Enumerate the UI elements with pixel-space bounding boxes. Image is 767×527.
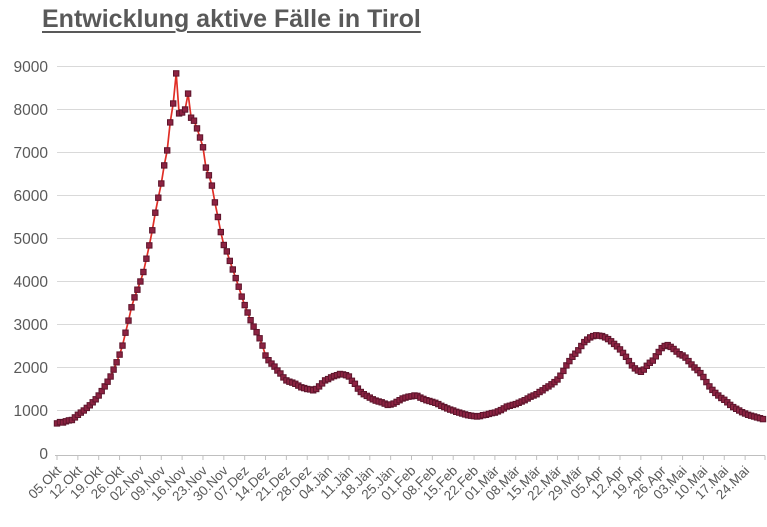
data-point-marker (170, 100, 177, 107)
series-line (56, 72, 764, 425)
data-point-marker (181, 106, 189, 113)
data-point-marker (119, 342, 126, 349)
data-point-marker (116, 351, 123, 358)
data-point-marker (247, 317, 254, 324)
data-point-marker (220, 241, 228, 249)
data-point-marker (173, 70, 180, 77)
y-axis-label: 8000 (14, 102, 49, 119)
series-markers (53, 70, 767, 427)
data-point-marker (196, 134, 204, 141)
y-axis-labels: 0 1000 2000 3000 4000 5000 6000 7000 8000 9000 (14, 59, 49, 463)
data-point-marker (164, 147, 171, 154)
data-point-marker (140, 268, 147, 276)
data-point-marker (149, 227, 156, 234)
y-axis-label: 7000 (14, 145, 49, 162)
data-point-marker (223, 248, 231, 255)
data-point-marker (241, 301, 248, 309)
data-point-marker (122, 329, 129, 336)
data-point-marker (131, 294, 138, 301)
y-axis-label: 4000 (14, 274, 49, 291)
data-point-marker (211, 199, 219, 206)
chart-title: Entwicklung aktive Fälle in Tirol (42, 5, 421, 33)
data-point-marker (256, 335, 263, 342)
x-axis (55, 455, 766, 460)
data-point-marker (759, 415, 767, 423)
data-point-marker (202, 164, 210, 171)
data-point-marker (226, 257, 234, 265)
data-point-marker (193, 125, 201, 132)
y-axis-label: 6000 (14, 188, 49, 205)
data-point-marker (110, 366, 117, 373)
data-point-marker (253, 329, 260, 336)
data-point-marker (190, 117, 198, 124)
y-axis-label: 2000 (14, 360, 49, 377)
data-point-marker (152, 209, 159, 216)
data-point-marker (199, 144, 207, 151)
data-point-marker (137, 278, 144, 285)
y-axis-label: 0 (39, 446, 48, 463)
data-point-marker (155, 194, 162, 201)
data-point-marker (113, 359, 120, 366)
data-point-marker (134, 286, 141, 293)
data-point-marker (158, 180, 165, 187)
data-point-marker (146, 242, 153, 249)
data-point-marker (104, 378, 111, 385)
data-point-marker (700, 373, 707, 381)
data-point-marker (205, 172, 213, 179)
y-axis-label: 1000 (14, 403, 49, 420)
data-point-marker (161, 162, 168, 169)
data-point-marker (238, 293, 245, 300)
data-point-marker (560, 367, 567, 375)
y-axis-label: 5000 (14, 231, 49, 248)
data-point-marker (229, 266, 237, 273)
data-point-marker (244, 309, 251, 316)
data-point-marker (232, 274, 239, 282)
data-point-marker (259, 342, 266, 349)
series-aktive-faelle (56, 72, 764, 425)
y-axis-label: 9000 (14, 59, 49, 76)
data-point-marker (107, 373, 114, 380)
data-point-marker (125, 317, 132, 324)
y-gridlines (57, 66, 765, 411)
data-point-marker (128, 304, 135, 311)
data-point-marker (250, 323, 257, 330)
data-point-marker (167, 119, 174, 126)
data-point-marker (235, 283, 242, 290)
data-point-marker (217, 228, 225, 236)
x-axis-labels: 05.Okt12.Okt19.Okt26.Okt02.Nov09.Nov16.N… (25, 463, 752, 504)
y-axis-label: 3000 (14, 317, 49, 334)
data-point-marker (208, 182, 216, 189)
data-point-marker (214, 213, 222, 221)
data-point-marker (143, 255, 150, 262)
data-point-marker (184, 90, 192, 97)
